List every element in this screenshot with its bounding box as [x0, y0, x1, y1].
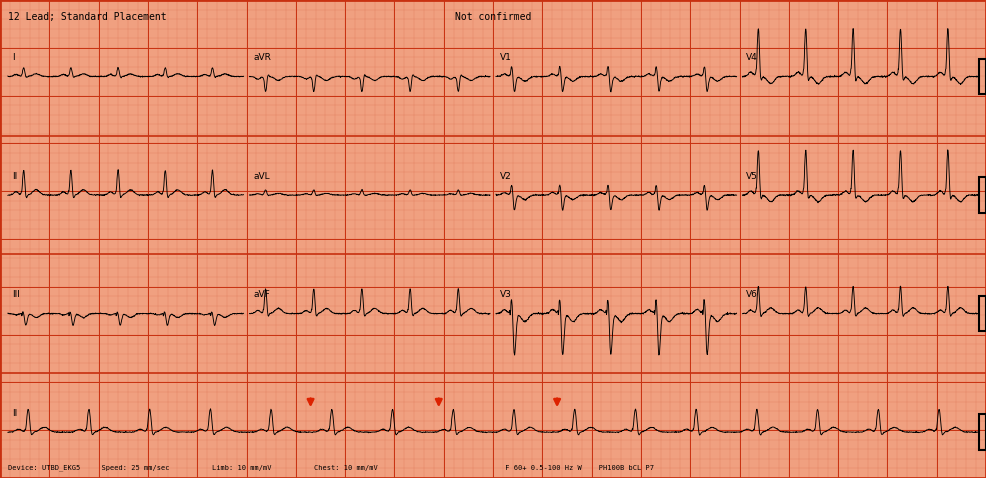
Text: II: II — [12, 172, 17, 181]
Text: V5: V5 — [746, 172, 758, 181]
Text: V1: V1 — [500, 53, 512, 62]
Text: III: III — [12, 290, 20, 299]
Text: II: II — [12, 409, 17, 418]
Text: aVR: aVR — [253, 53, 271, 62]
Text: V3: V3 — [500, 290, 512, 299]
Text: aVL: aVL — [253, 172, 270, 181]
Text: 12 Lead; Standard Placement: 12 Lead; Standard Placement — [8, 12, 167, 22]
Text: Device: UTBD_EKG5     Speed: 25 mm/sec          Limb: 10 mm/mV          Chest: 1: Device: UTBD_EKG5 Speed: 25 mm/sec Limb:… — [8, 464, 654, 471]
Text: V4: V4 — [746, 53, 758, 62]
Text: aVF: aVF — [253, 290, 270, 299]
Text: V2: V2 — [500, 172, 512, 181]
Text: I: I — [12, 53, 15, 62]
Text: V6: V6 — [746, 290, 758, 299]
Text: Not confirmed: Not confirmed — [455, 12, 531, 22]
